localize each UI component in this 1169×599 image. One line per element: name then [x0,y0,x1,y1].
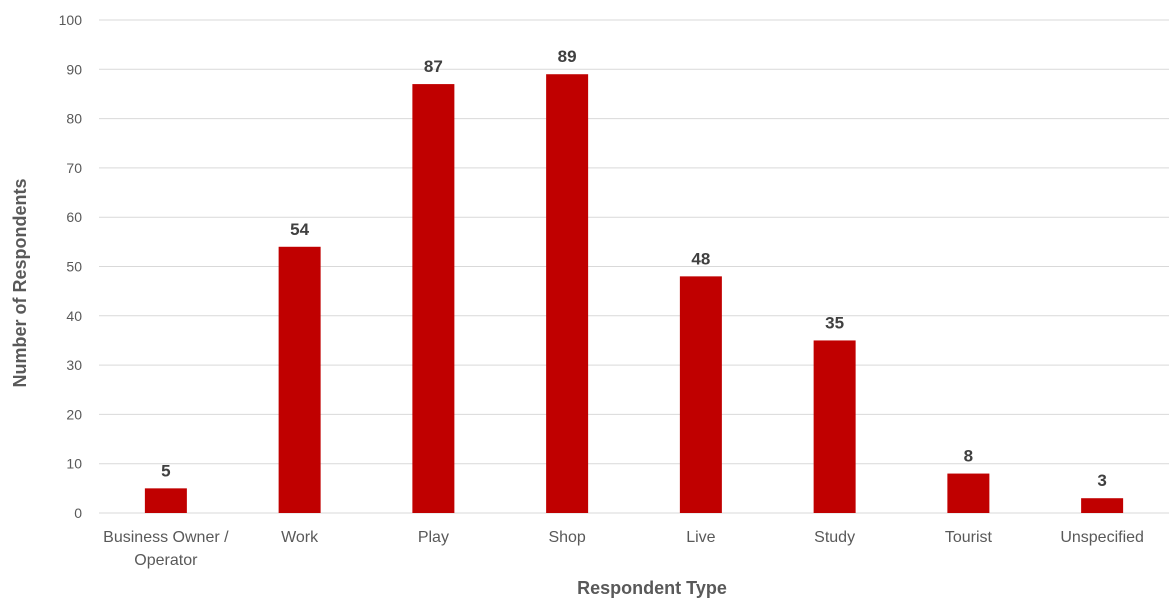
data-labels: 5 54 87 89 48 35 8 3 [161,47,1107,490]
bar [144,488,187,513]
bar [679,276,722,513]
x-tick-label: Study [814,529,855,546]
x-tick-label: Play [418,529,449,546]
x-tick-label: Unspecified [1060,529,1144,546]
bar [546,74,589,513]
bar [947,473,990,513]
y-tick-label: 100 [59,12,83,28]
data-label: 3 [1097,471,1106,490]
y-tick-label: 10 [66,456,82,472]
x-tick-label: Tourist [945,529,993,546]
y-tick-label: 50 [66,259,82,275]
data-label: 35 [825,313,844,332]
x-tick-label: Shop [548,529,585,546]
bar [813,340,856,513]
bar [412,84,455,513]
y-tick-label: 20 [66,406,82,422]
data-label: 5 [161,461,170,480]
x-axis-title: Respondent Type [577,578,727,598]
data-label: 8 [964,447,973,466]
y-tick-label: 70 [66,160,82,176]
bar [1081,498,1124,513]
x-axis-ticks: Business Owner / Operator Work Play Shop Live… [103,529,1144,569]
bars [144,74,1124,513]
data-label: 89 [558,47,577,66]
y-tick-label: 90 [66,61,82,77]
gridlines [99,19,1169,514]
y-axis-ticks: 0 10 20 30 40 50 60 70 80 90 100 [59,12,83,521]
data-label: 87 [424,57,443,76]
y-tick-label: 40 [66,308,82,324]
x-tick-label: Business Owner / Operator [103,529,229,569]
x-tick-label: Work [281,529,319,546]
x-tick-label: Live [686,529,715,546]
y-tick-label: 60 [66,209,82,225]
y-tick-label: 30 [66,357,82,373]
bar [278,246,321,513]
data-label: 48 [691,249,710,268]
y-axis-title: Number of Respondents [10,178,30,387]
y-tick-label: 0 [74,505,82,521]
data-label: 54 [290,220,309,239]
y-tick-label: 80 [66,111,82,127]
